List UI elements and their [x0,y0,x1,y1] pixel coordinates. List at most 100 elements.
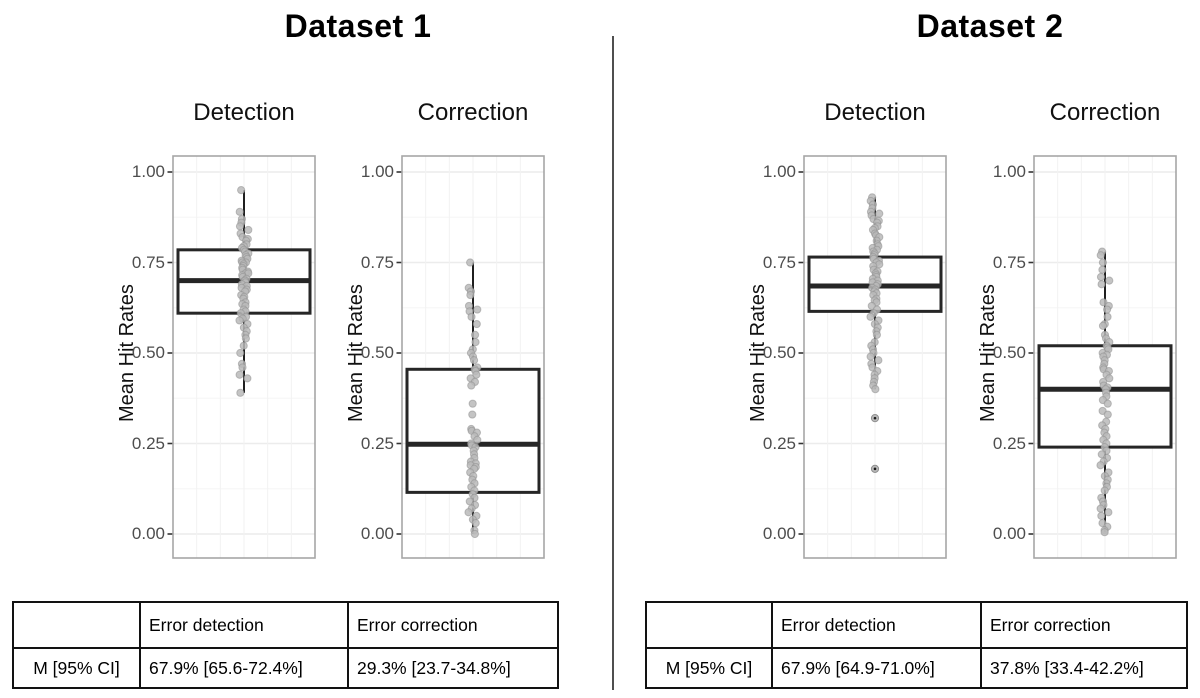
boxplot-panel [167,155,316,559]
dataset-2-table: Error detection Error correction M [95% CI… [645,601,1188,689]
jitter-point [472,319,481,329]
y-tick-label: 1.00 [131,162,165,181]
jitter-point [1100,486,1109,495]
value-cell: 67.9% [65.6-72.4%] [139,647,349,689]
jitter-point [1096,461,1105,470]
panel-border [1033,155,1177,559]
jitter-point [466,258,475,267]
y-tick-label: 0.00 [360,524,394,543]
jitter-point [244,225,253,235]
boxplot-panel [1028,155,1177,559]
y-tick-label: 0.00 [992,524,1026,543]
jitter-point [235,207,244,216]
value-cell: 37.8% [33.4-42.2%] [980,647,1188,689]
jitter-point [468,399,477,408]
jitter-point [470,330,480,339]
jitter-point [1096,504,1105,513]
jitter-point [866,312,875,321]
jitter-point [1102,305,1112,314]
y-tick-label: 0.50 [992,343,1026,362]
panel-border [803,155,947,559]
panel-border [172,155,316,559]
jitter-point [1098,321,1108,330]
value-cell: 29.3% [23.7-34.8%] [347,647,559,689]
jitter-point [871,385,880,394]
table-header-cell: Error correction [347,601,559,649]
jitter-point [237,186,246,195]
y-tick-label: 0.75 [360,252,394,272]
value-cell: 67.9% [64.9-71.0%] [771,647,982,689]
boxplot-panel [798,155,947,559]
y-tick-label: 1.00 [360,162,394,181]
jitter-point [235,222,245,231]
jitter-point [468,410,477,419]
table-header-cell: Error correction [980,601,1188,649]
y-tick-label: 1.00 [992,162,1026,181]
jitter-point [1098,258,1108,267]
jitter-point [874,356,883,365]
jitter-point [473,305,482,314]
jitter-point [464,508,473,517]
row-label-cell: M [95% CI] [645,647,773,689]
jitter-point [1098,265,1107,274]
y-tick-label: 0.25 [360,433,394,453]
jitter-point [1103,312,1112,321]
y-tick-label: 0.75 [131,252,165,272]
y-tick-label: 0.25 [762,433,796,453]
y-tick-label: 0.50 [131,343,165,362]
jitter-point [1100,528,1109,537]
dataset-title: Dataset 2 [916,8,1064,44]
subplot-title: Detection [193,99,295,126]
dataset-1-table: Error detection Error correction M [95% CI… [12,601,559,689]
jitter-point [236,388,245,397]
jitter-point [1103,399,1112,408]
jitter-point [875,209,884,218]
y-tick-label: 0.50 [360,343,394,362]
table-header-cell: Error detection [139,601,349,649]
outlier-point-center [873,416,877,420]
subplot-title: Correction [417,99,529,126]
jitter-point [239,341,248,350]
row-label-cell: M [95% CI] [12,647,141,689]
jitter-point [1097,511,1106,520]
jitter-point [1097,280,1106,289]
jitter-point [1103,410,1112,419]
subplot-title: Correction [1049,99,1161,126]
jitter-point [471,519,480,528]
jitter-point [235,316,244,325]
boxplot-panel [396,155,545,559]
jitter-point [469,356,479,365]
jitter-point [872,330,881,339]
table-header-cell [645,601,773,649]
y-tick-label: 0.50 [762,343,796,362]
y-tick-label: 1.00 [762,162,796,181]
jitter-point [243,374,252,383]
jitter-point [241,334,250,343]
jitter-point [1105,276,1114,285]
panel-border [401,155,545,559]
jitter-point [466,290,475,300]
jitter-point [866,352,875,361]
jitter-point [236,348,245,358]
jitter-point [467,381,476,390]
outlier-point-center [873,467,877,471]
y-tick-label: 0.25 [992,433,1026,453]
jitter-point [1096,251,1105,260]
dataset-divider [612,36,614,690]
jitter-point [1105,374,1114,383]
subplot-title: Detection [824,99,926,126]
y-tick-label: 0.25 [131,433,165,453]
table-header-cell [12,601,141,649]
jitter-point [471,338,480,347]
y-tick-label: 0.00 [762,524,796,543]
y-tick-label: 0.75 [992,252,1026,272]
jitter-point [238,363,247,372]
jitter-point [1104,508,1113,517]
y-tick-label: 0.75 [762,252,796,272]
dataset-title: Dataset 1 [284,8,432,44]
table-header-cell: Error detection [771,601,982,649]
jitter-point [467,312,476,321]
jitter-point [1096,272,1106,282]
y-tick-label: 0.00 [131,524,165,543]
